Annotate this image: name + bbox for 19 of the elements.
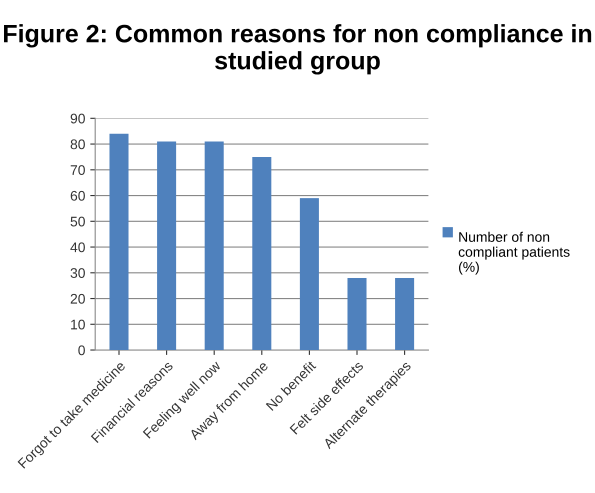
bar <box>395 278 414 350</box>
chart-title: Figure 2: Common reasons for non compliance in studied group <box>4 24 592 75</box>
bar <box>300 198 319 350</box>
bar <box>157 141 176 350</box>
y-tick-label: 70 <box>70 165 85 175</box>
bar <box>252 156 272 350</box>
y-tick-label: 10 <box>71 320 85 330</box>
y-tick-label: 20 <box>70 294 85 304</box>
y-tick-label: 80 <box>70 139 85 150</box>
y-tick-label: 0 <box>78 345 85 356</box>
y-tick-label: 60 <box>70 190 85 201</box>
y-tick-label: 40 <box>70 242 85 252</box>
y-tick-label: 30 <box>70 268 85 278</box>
legend-label: Number of non compliant patients (%) <box>458 232 570 275</box>
bar <box>347 278 367 350</box>
bar <box>204 141 224 350</box>
y-tick-label: 90 <box>70 114 85 124</box>
y-tick-label: 50 <box>70 216 85 226</box>
bar <box>109 134 129 350</box>
